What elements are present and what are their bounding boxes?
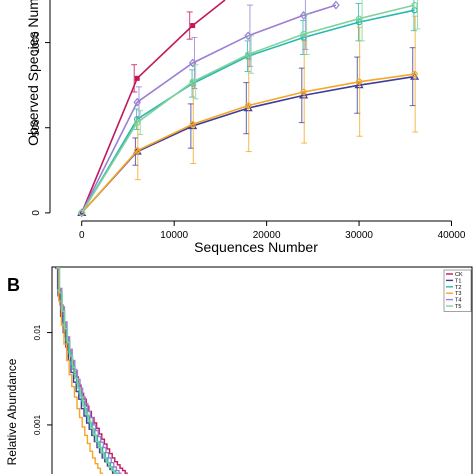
series-1 (79, 0, 226, 216)
data-point (299, 10, 308, 20)
data-point (188, 58, 197, 68)
y-tick-label: 500 (31, 119, 42, 136)
y-tick-label: 0.001 (33, 414, 42, 435)
data-point (355, 15, 363, 22)
data-point (354, 80, 364, 89)
legend-label: CK (455, 272, 463, 278)
legend-label: T1 (455, 278, 461, 284)
series-t2-line (55, 267, 119, 474)
rarefaction-chart: 0 10000 20000 30000 40000 0 500 1000 Sequences … (25, 0, 466, 255)
series-t4-line (56, 267, 122, 474)
data-point (190, 23, 196, 29)
series-t1-line (55, 267, 116, 474)
series-t5-line (57, 267, 117, 474)
y-tick-label: 0 (31, 210, 42, 216)
data-point (244, 51, 252, 58)
panel-b-frame (51, 266, 473, 474)
data-point (133, 147, 141, 154)
x-tick-label: 30000 (345, 230, 373, 241)
data-point (244, 31, 252, 41)
y-axis-label: Relative Abundance (5, 358, 19, 465)
data-point (300, 30, 307, 38)
y-tick-label: 0.01 (33, 324, 42, 340)
data-point (244, 102, 252, 109)
data-point (411, 1, 418, 9)
data-point (332, 0, 340, 10)
x-tick-label: 40000 (438, 230, 466, 241)
data-point (78, 209, 85, 217)
x-tick-label: 0 (79, 230, 85, 241)
data-point (134, 75, 140, 81)
data-point (133, 119, 141, 126)
series-line (81, 75, 415, 214)
series-line (81, 9, 415, 214)
series-ck-line (55, 267, 128, 474)
series-5 (77, 0, 340, 218)
y-tick-label: 1000 (31, 31, 42, 54)
legend-label: T2 (455, 285, 461, 291)
data-point (133, 97, 141, 107)
legend-label: T3 (455, 291, 461, 297)
legend-box (443, 269, 472, 312)
data-point (355, 78, 363, 85)
x-tick-label: 10000 (160, 230, 188, 241)
data-point (300, 88, 307, 96)
series-t3-line (56, 267, 103, 474)
x-tick-label: 20000 (253, 230, 281, 241)
legend-label: T5 (455, 304, 461, 310)
series-line (80, 0, 226, 214)
x-axis-label: Sequences Number (194, 239, 318, 255)
data-point (299, 90, 309, 99)
data-point (132, 146, 142, 155)
series-line (81, 73, 415, 214)
series-line (81, 4, 415, 214)
y-axis-label: Observed Species Num (25, 0, 41, 146)
series-4 (78, 15, 419, 217)
legend-label: T4 (455, 298, 461, 304)
data-point (189, 121, 196, 128)
data-point (411, 70, 418, 78)
series-6 (78, 0, 421, 217)
panel-label: B (7, 275, 20, 295)
rank-abundance-chart: B Relative Abundance 0.010.001 CKT1T2T3T… (5, 266, 473, 474)
data-point (189, 78, 196, 85)
